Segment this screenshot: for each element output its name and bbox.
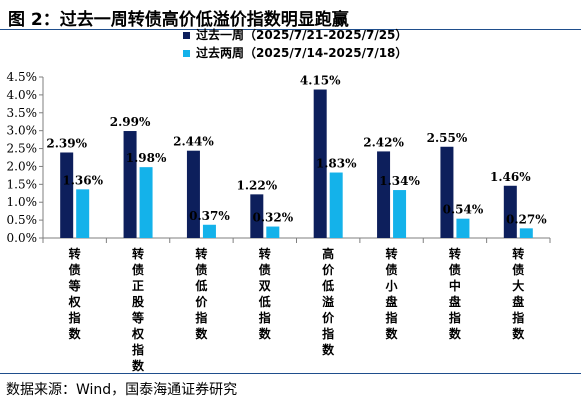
y-tick-label: 1.5% [7, 177, 38, 191]
source-note: 数据来源：Wind，国泰海通证券研究 [6, 382, 238, 398]
x-category-label: 转债大盘指数 [512, 246, 525, 341]
y-tick-label: 0.0% [7, 231, 38, 245]
data-label-series-1: 1.22% [236, 178, 277, 192]
bar-series-2 [393, 190, 407, 238]
bar-series-1 [313, 89, 327, 239]
bar-series-1 [60, 152, 74, 238]
legend-label-2: 过去两周（2025/7/14-2025/7/18） [196, 45, 407, 60]
bar-series-2 [266, 226, 280, 238]
y-tick-label: 2.5% [7, 142, 38, 156]
bar-series-1 [377, 151, 391, 238]
y-tick-label: 4.5% [7, 70, 38, 84]
legend-swatch-2 [183, 50, 190, 57]
bottom-rule [0, 373, 581, 374]
data-label-series-2: 0.54% [443, 203, 484, 217]
x-category-label: 转债中盘指数 [449, 246, 462, 341]
legend-label-1: 过去一周（2025/7/21-2025/7/25） [196, 27, 407, 42]
data-label-series-2: 1.36% [62, 173, 103, 187]
x-category-label: 转债等权指数 [68, 246, 82, 341]
y-tick-label: 2.0% [7, 159, 38, 173]
bar-series-1 [123, 131, 137, 238]
top-rule [0, 29, 581, 30]
data-label-series-1: 2.55% [427, 131, 468, 145]
bar-series-2 [76, 189, 90, 238]
bar-series-1 [440, 146, 454, 238]
y-tick-label: 4.0% [7, 88, 38, 102]
x-category-label: 转债双低指数 [258, 246, 272, 341]
data-label-series-1: 4.15% [300, 74, 341, 88]
bar-series-2 [202, 224, 216, 238]
data-label-series-2: 0.37% [189, 209, 230, 223]
data-label-series-1: 2.99% [110, 115, 151, 129]
legend-swatch-1 [183, 32, 190, 39]
x-category-label: 高价低溢价指数 [321, 246, 335, 357]
data-label-series-1: 2.42% [363, 135, 404, 149]
bar-series-2 [329, 172, 343, 238]
data-label-series-2: 1.83% [316, 157, 357, 171]
bar-series-1 [503, 185, 517, 238]
data-label-series-1: 2.44% [173, 135, 214, 149]
x-category-label: 转债小盘指数 [386, 246, 399, 341]
y-tick-label: 1.0% [7, 195, 38, 209]
y-tick-label: 3.5% [7, 106, 38, 120]
x-category-label: 转债正股等权指数 [131, 246, 145, 373]
bar-series-2 [139, 167, 153, 238]
bar-series-1 [250, 194, 264, 238]
x-category-label: 转债低价指数 [194, 246, 208, 341]
figure-title: 图 2：过去一周转债高价低溢价指数明显跑赢 [8, 10, 349, 30]
bar-series-2 [456, 218, 470, 238]
data-label-series-2: 0.27% [506, 212, 547, 226]
data-label-series-2: 0.32% [252, 211, 293, 225]
y-tick-label: 3.0% [7, 124, 38, 138]
bar-series-1 [186, 150, 200, 238]
data-label-series-1: 1.46% [490, 170, 531, 184]
bar-series-2 [519, 228, 533, 238]
data-label-series-2: 1.34% [379, 174, 420, 188]
data-label-series-2: 1.98% [126, 151, 167, 165]
data-label-series-1: 2.39% [46, 136, 87, 150]
y-tick-label: 0.5% [7, 213, 38, 227]
